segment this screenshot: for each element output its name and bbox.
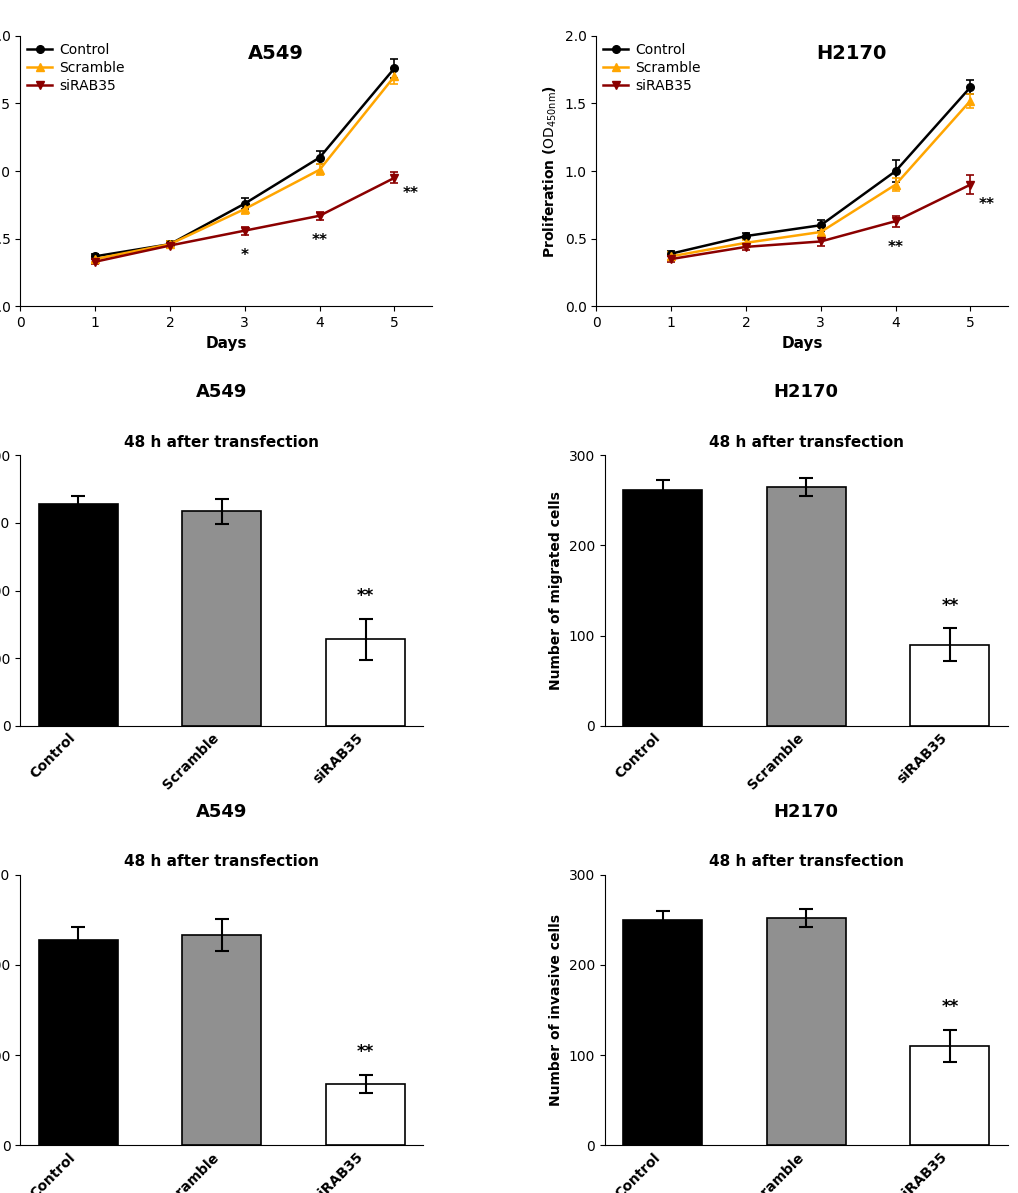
Bar xyxy=(39,503,118,725)
Text: H2170: H2170 xyxy=(774,383,839,401)
Title: 48 h after transfection: 48 h after transfection xyxy=(709,435,904,450)
Legend: Control, Scramble, siRAB35: Control, Scramble, siRAB35 xyxy=(27,43,125,93)
Y-axis label: Number of invasive cells: Number of invasive cells xyxy=(549,914,563,1106)
Bar xyxy=(623,489,702,725)
Y-axis label: Proliferation ($\mathrm{OD_{450nm}}$): Proliferation ($\mathrm{OD_{450nm}}$) xyxy=(542,85,559,258)
Bar xyxy=(326,1084,405,1145)
Text: **: ** xyxy=(942,999,959,1016)
X-axis label: Days: Days xyxy=(782,335,823,351)
Text: **: ** xyxy=(888,240,904,255)
Title: 48 h after transfection: 48 h after transfection xyxy=(124,435,320,450)
Text: **: ** xyxy=(357,1044,375,1062)
Legend: Control, Scramble, siRAB35: Control, Scramble, siRAB35 xyxy=(604,43,700,93)
Text: *: * xyxy=(241,248,248,264)
Bar xyxy=(623,920,702,1145)
Bar xyxy=(767,917,846,1145)
Y-axis label: Number of migrated cells: Number of migrated cells xyxy=(549,492,563,690)
Text: A549: A549 xyxy=(196,803,247,821)
Bar xyxy=(767,487,846,725)
Title: 48 h after transfection: 48 h after transfection xyxy=(709,854,904,870)
Bar xyxy=(326,639,405,725)
Text: H2170: H2170 xyxy=(816,44,887,63)
Text: **: ** xyxy=(312,234,328,248)
Bar xyxy=(910,1046,989,1145)
Bar xyxy=(910,644,989,725)
Text: **: ** xyxy=(979,197,995,212)
Text: H2170: H2170 xyxy=(774,803,839,821)
Bar xyxy=(182,935,262,1145)
Bar xyxy=(39,940,118,1145)
Text: **: ** xyxy=(942,596,959,614)
Bar xyxy=(182,512,262,725)
Title: 48 h after transfection: 48 h after transfection xyxy=(124,854,320,870)
Text: A549: A549 xyxy=(196,383,247,401)
X-axis label: Days: Days xyxy=(206,335,246,351)
Text: **: ** xyxy=(403,186,418,200)
Text: A549: A549 xyxy=(247,44,303,63)
Text: **: ** xyxy=(357,587,375,605)
